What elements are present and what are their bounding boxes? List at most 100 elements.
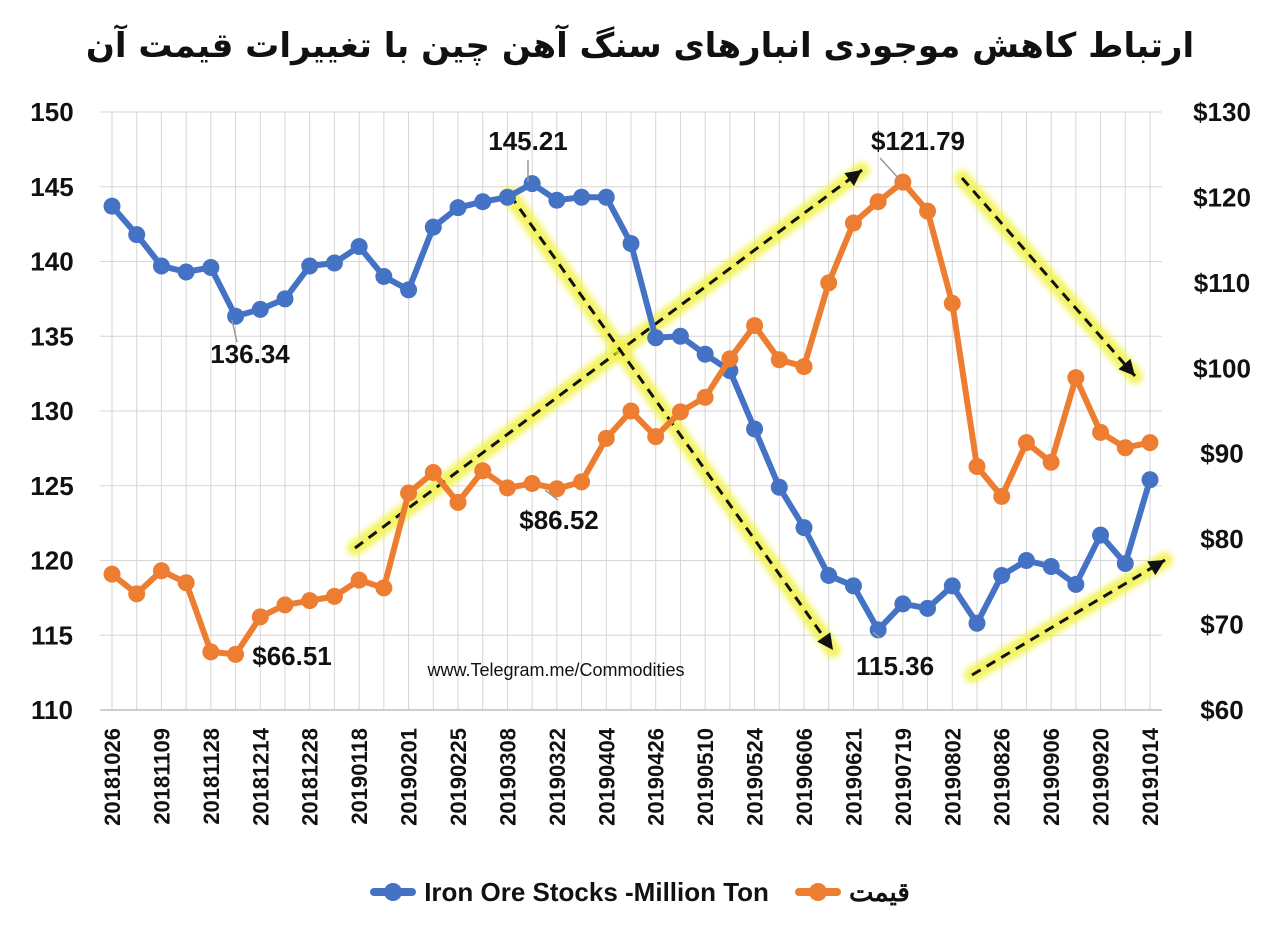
- x-tick-label: 20190802: [940, 728, 965, 826]
- legend-item-stocks: Iron Ore Stocks -Million Ton: [370, 877, 769, 908]
- annotation-price-low: $66.51: [252, 641, 332, 671]
- x-tick-label: 20190719: [891, 728, 916, 826]
- series-0-point: [943, 577, 961, 595]
- trend-arrow-line: [960, 177, 1137, 377]
- x-tick-label: 20191014: [1138, 727, 1163, 826]
- series-1-point: [647, 428, 665, 446]
- series-1-point: [523, 474, 541, 492]
- trend-arrow-head: [844, 170, 862, 186]
- series-1-point: [844, 214, 862, 232]
- series-0-point: [227, 307, 245, 325]
- series-1-point: [820, 274, 838, 292]
- y-left-tick-label: 150: [30, 97, 73, 127]
- series-1-point: [350, 571, 368, 589]
- series-1-point: [671, 403, 689, 421]
- series-0-point: [1067, 575, 1085, 593]
- series-1-point: [474, 462, 492, 480]
- series-1-point: [1116, 439, 1134, 457]
- series-1-point: [573, 473, 591, 491]
- series-0-point: [400, 281, 418, 299]
- series-1-point: [721, 350, 739, 368]
- y-left-tick-label: 140: [30, 247, 73, 277]
- series-0-point: [103, 197, 121, 215]
- series-0-point: [251, 300, 269, 318]
- trend-arrow-head: [1147, 560, 1165, 576]
- series-1-point: [548, 480, 566, 498]
- x-tick-label: 20190621: [841, 728, 866, 826]
- series-1-point: [622, 402, 640, 420]
- series-1-point: [227, 645, 245, 663]
- series-0-point: [375, 267, 393, 285]
- x-tick-label: 20190510: [693, 728, 718, 826]
- series-0-point: [1017, 552, 1035, 569]
- series-1-point: [152, 562, 170, 580]
- series-1-point: [1017, 434, 1035, 452]
- series-0-point: [746, 420, 764, 438]
- series-0-point: [1092, 526, 1110, 544]
- y-right-tick-label: $80: [1200, 524, 1243, 554]
- x-tick-label: 20181109: [149, 728, 174, 825]
- legend-label-price: قیمت: [848, 876, 910, 907]
- x-tick-label: 20181026: [100, 728, 125, 826]
- series-0-point: [177, 263, 195, 281]
- series-0-point: [597, 188, 615, 206]
- trend-arrow-head: [817, 632, 833, 650]
- annotation-stock-low-2: 115.36: [856, 651, 934, 681]
- series-1-point: [424, 464, 442, 482]
- x-tick-label: 20181214: [248, 727, 273, 826]
- series-1-point: [943, 294, 961, 312]
- y-left-tick-label: 120: [30, 546, 73, 576]
- y-right-tick-label: $120: [1193, 182, 1251, 212]
- legend-swatch-stocks: [370, 883, 417, 901]
- x-tick-label: 20190404: [594, 727, 619, 826]
- y-left-tick-label: 145: [30, 172, 73, 202]
- series-1-point: [696, 388, 714, 406]
- series-0-point: [498, 188, 516, 206]
- series-1-point: [1141, 434, 1159, 452]
- x-tick-label: 20181228: [298, 728, 323, 826]
- series-0-point: [919, 599, 937, 617]
- series-1-point: [251, 608, 269, 626]
- series-0-point: [671, 327, 689, 345]
- series-1-point: [449, 493, 467, 511]
- x-tick-label: 20190426: [644, 728, 669, 826]
- series-0-point: [301, 257, 319, 275]
- series-1-point: [597, 429, 615, 447]
- series-1-point: [795, 358, 813, 376]
- series-1-point: [103, 565, 121, 583]
- series-0-point: [128, 226, 146, 244]
- trend-arrow-line: [971, 558, 1166, 677]
- series-0-point: [449, 199, 467, 217]
- series-0-point: [548, 191, 566, 209]
- y-left-tick-label: 125: [30, 471, 73, 501]
- x-tick-label: 20190118: [347, 728, 372, 825]
- legend: Iron Ore Stocks -Million Ton قیمت: [360, 872, 920, 912]
- series-1-point: [498, 479, 516, 497]
- chart-title: ارتباط کاهش موجودی انبارهای سنگ آهن چین …: [85, 26, 1195, 66]
- trend-arrow-head: [1118, 358, 1135, 376]
- series-0-point: [968, 614, 986, 632]
- series-0-point: [202, 258, 220, 276]
- legend-label-stocks: Iron Ore Stocks -Million Ton: [424, 876, 769, 907]
- series-0-point: [696, 345, 714, 363]
- series-1-point: [128, 585, 146, 603]
- y-left-tick-label: 130: [30, 396, 73, 426]
- y-left-tick-label: 135: [30, 321, 73, 351]
- annotation-price-mid: $86.52: [519, 505, 599, 535]
- series-1-point: [276, 596, 294, 614]
- series-1-point: [770, 351, 788, 369]
- series-1-point: [1042, 453, 1060, 471]
- x-tick-label: 20181128: [199, 728, 224, 825]
- y-right-tick-label: $130: [1193, 97, 1251, 127]
- series-0-point: [894, 595, 912, 613]
- series-1-point: [968, 458, 986, 476]
- series-0-point: [325, 254, 343, 272]
- y-right-tick-label: $70: [1200, 610, 1243, 640]
- series-0-point: [523, 175, 541, 193]
- y-left-tick-label: 115: [31, 620, 73, 650]
- series-0-point: [993, 566, 1011, 584]
- series-0-point: [1141, 471, 1159, 489]
- series-1-point: [993, 487, 1011, 505]
- series-0-point: [622, 235, 640, 253]
